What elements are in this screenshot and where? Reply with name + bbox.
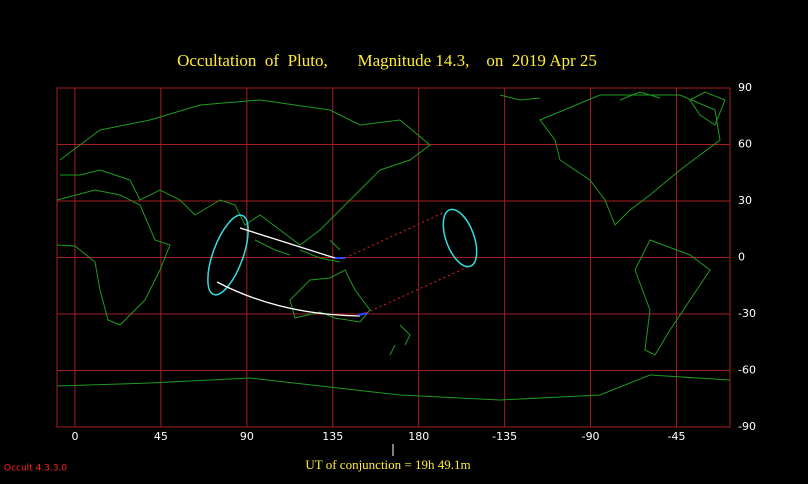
coastline-indonesia xyxy=(254,239,341,263)
path-limit-south xyxy=(216,281,361,317)
coastline-arctic-islands xyxy=(499,91,726,126)
x-tick-label: -45 xyxy=(668,430,686,443)
shadow-start xyxy=(207,214,249,296)
y-tick-label: -30 xyxy=(738,307,756,320)
x-tick-label: 135 xyxy=(322,430,343,443)
path-dark-side xyxy=(344,211,473,314)
y-tick-label: -90 xyxy=(738,420,756,433)
y-tick-label: 30 xyxy=(738,194,752,207)
x-tick-label: 45 xyxy=(154,430,168,443)
coastline-antarctica xyxy=(56,374,731,401)
path-limit-north xyxy=(239,227,336,259)
shadow-end xyxy=(442,208,478,268)
x-tick-label: 180 xyxy=(408,430,429,443)
y-tick-label: 90 xyxy=(738,81,752,94)
coastlines xyxy=(56,91,731,401)
y-tick-label: 60 xyxy=(738,138,752,151)
y-tick-label: 0 xyxy=(738,251,745,264)
coastline-eurasia xyxy=(59,99,431,246)
x-tick-label: 90 xyxy=(240,430,254,443)
coastline-australia xyxy=(289,269,371,323)
coastline-new-zealand xyxy=(389,324,411,356)
x-tick-label: -90 xyxy=(582,430,600,443)
path-ends xyxy=(335,257,369,316)
grid: 0 45 90 135 180 -135 -90 -45 90 60 30 0 -30 -60 -90 xyxy=(56,81,756,443)
map-title: Occultation of Pluto, Magnitude 14.3, on… xyxy=(177,51,597,70)
coastline-south-america xyxy=(634,239,711,356)
coastline-north-america xyxy=(539,94,721,226)
x-tick-label: 0 xyxy=(71,430,78,443)
version-label: Occult 4.3.3.0 xyxy=(4,464,67,474)
y-tick-label: -60 xyxy=(738,364,756,377)
conjunction-label: UT of conjunction = 19h 49.1m xyxy=(305,457,470,472)
coastline-africa xyxy=(56,189,171,326)
x-tick-label: -135 xyxy=(492,430,517,443)
occultation-path xyxy=(207,208,478,317)
